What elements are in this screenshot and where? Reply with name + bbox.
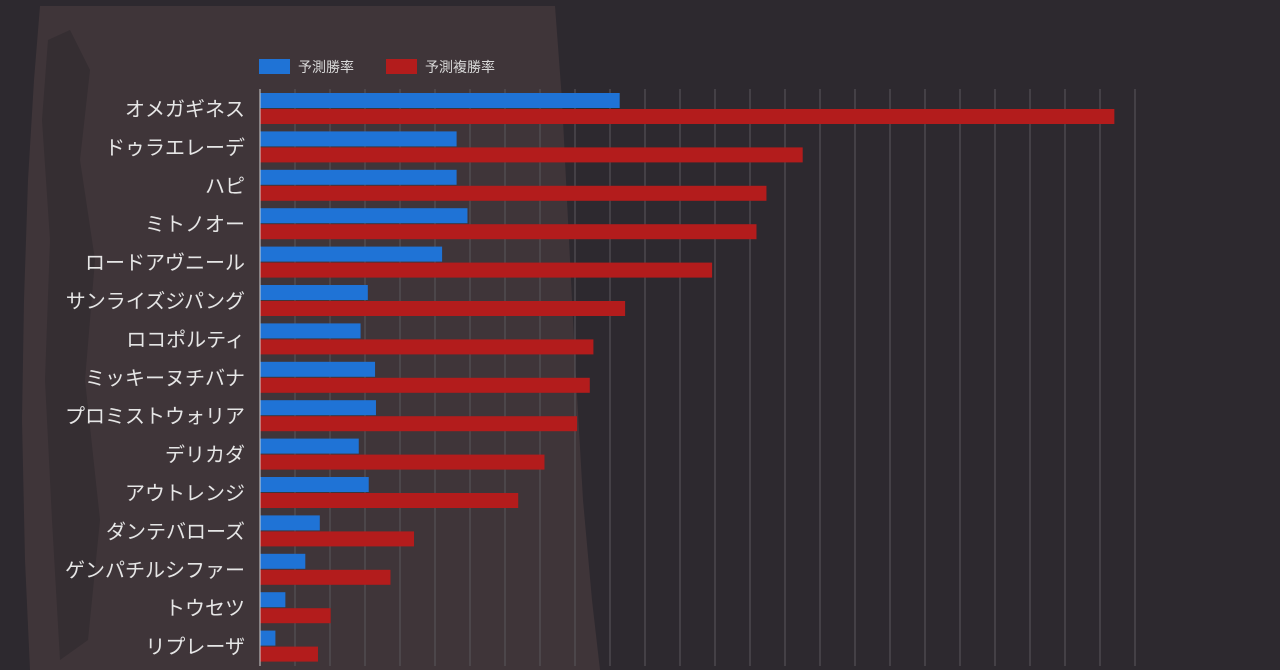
bar-place-rate[interactable] [260, 531, 415, 547]
category-label: ゲンパチルシファー [65, 558, 245, 582]
bar-win-rate[interactable] [260, 592, 286, 608]
legend-item[interactable]: 予測複勝率 [386, 59, 495, 76]
bar-win-rate[interactable] [260, 246, 443, 262]
category-label: プロミストウォリア [65, 404, 245, 428]
category-label: ミトノオー [145, 212, 245, 236]
bar-win-rate[interactable] [260, 208, 468, 224]
bar-win-rate[interactable] [260, 515, 320, 531]
legend: 予測勝率 予測複勝率 [259, 59, 495, 76]
bars [260, 93, 1115, 662]
category-label: サンライズジパング [66, 289, 245, 313]
bar-place-rate[interactable] [260, 224, 757, 240]
legend-item[interactable]: 予測勝率 [259, 59, 354, 76]
category-label: ミッキーヌチバナ [85, 366, 245, 390]
bar-place-rate[interactable] [260, 262, 713, 278]
category-label: オメガギネス [125, 97, 245, 121]
bar-place-rate[interactable] [260, 493, 519, 508]
bar-win-rate[interactable] [260, 93, 620, 108]
bar-win-rate[interactable] [260, 630, 276, 646]
bar-place-rate[interactable] [260, 569, 391, 585]
bar-place-rate[interactable] [260, 646, 318, 662]
grid [294, 89, 1136, 666]
category-label: リプレーザ [145, 635, 245, 659]
legend-swatch [386, 59, 417, 74]
category-label: ロードアヴニール [85, 251, 245, 275]
bar-place-rate[interactable] [260, 185, 767, 201]
bar-win-rate[interactable] [260, 285, 368, 300]
category-label: デリカダ [165, 443, 245, 467]
legend-label: 予測複勝率 [425, 59, 495, 76]
bar-place-rate[interactable] [260, 301, 626, 316]
bar-place-rate[interactable] [260, 147, 803, 163]
category-label: ドゥラエレーデ [105, 135, 245, 159]
bar-win-rate[interactable] [260, 323, 361, 339]
bar-win-rate[interactable] [260, 131, 457, 147]
category-labels: オメガギネスドゥラエレーデハピミトノオーロードアヴニールサンライズジパングロコポ… [65, 97, 245, 659]
category-label: ハピ [205, 174, 245, 198]
bar-place-rate[interactable] [260, 339, 594, 355]
bar-place-rate[interactable] [260, 109, 1115, 124]
category-label: トウセツ [165, 596, 245, 620]
category-label: ロコポルティ [126, 327, 245, 351]
bar-place-rate[interactable] [260, 608, 331, 624]
bar-win-rate[interactable] [260, 361, 376, 377]
bar-win-rate[interactable] [260, 477, 369, 492]
bar-win-rate[interactable] [260, 400, 376, 416]
bar-win-rate[interactable] [260, 169, 457, 185]
bar-place-rate[interactable] [260, 416, 578, 432]
category-label: アウトレンジ [125, 481, 245, 505]
bar-place-rate[interactable] [260, 377, 590, 393]
legend-label: 予測勝率 [298, 59, 354, 76]
legend-swatch [259, 59, 290, 74]
category-label: ダンテバローズ [106, 519, 245, 543]
bar-win-rate[interactable] [260, 553, 306, 569]
bar-place-rate[interactable] [260, 454, 545, 470]
bar-win-rate[interactable] [260, 438, 359, 454]
background-texture-streak [42, 30, 100, 660]
